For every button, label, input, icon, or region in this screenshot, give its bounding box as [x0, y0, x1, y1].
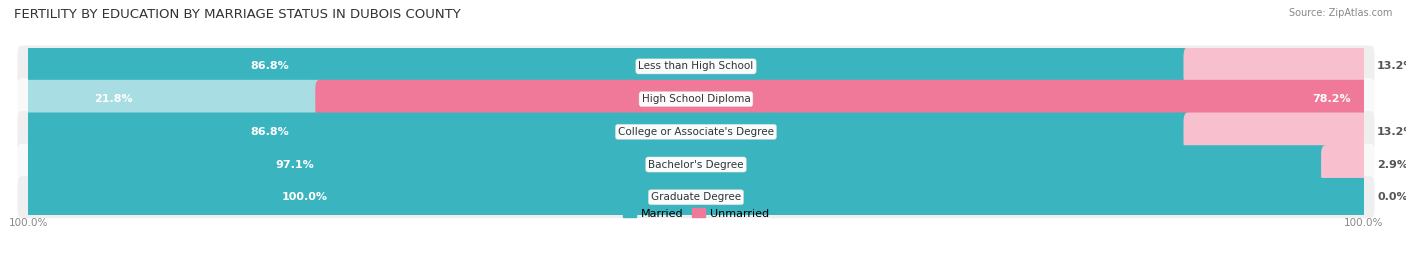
- FancyBboxPatch shape: [1184, 112, 1368, 151]
- FancyBboxPatch shape: [24, 80, 323, 118]
- FancyBboxPatch shape: [1184, 47, 1368, 86]
- Text: High School Diploma: High School Diploma: [641, 94, 751, 104]
- Text: FERTILITY BY EDUCATION BY MARRIAGE STATUS IN DUBOIS COUNTY: FERTILITY BY EDUCATION BY MARRIAGE STATU…: [14, 8, 461, 21]
- FancyBboxPatch shape: [17, 111, 1375, 153]
- Text: Graduate Degree: Graduate Degree: [651, 192, 741, 202]
- FancyBboxPatch shape: [17, 144, 1375, 185]
- Text: 13.2%: 13.2%: [1376, 61, 1406, 71]
- Legend: Married, Unmarried: Married, Unmarried: [619, 204, 773, 223]
- Text: 78.2%: 78.2%: [1312, 94, 1350, 104]
- Text: 21.8%: 21.8%: [94, 94, 132, 104]
- Text: Bachelor's Degree: Bachelor's Degree: [648, 160, 744, 169]
- Text: 97.1%: 97.1%: [276, 160, 314, 169]
- Text: 100.0%: 100.0%: [281, 192, 328, 202]
- FancyBboxPatch shape: [24, 112, 1191, 151]
- FancyBboxPatch shape: [315, 80, 1368, 118]
- FancyBboxPatch shape: [1322, 145, 1368, 184]
- Text: 86.8%: 86.8%: [250, 61, 288, 71]
- FancyBboxPatch shape: [17, 45, 1375, 87]
- Text: Source: ZipAtlas.com: Source: ZipAtlas.com: [1288, 8, 1392, 18]
- FancyBboxPatch shape: [17, 78, 1375, 120]
- Text: 13.2%: 13.2%: [1376, 127, 1406, 137]
- Text: Less than High School: Less than High School: [638, 61, 754, 71]
- Text: 2.9%: 2.9%: [1376, 160, 1406, 169]
- Text: 0.0%: 0.0%: [1376, 192, 1406, 202]
- FancyBboxPatch shape: [24, 47, 1191, 86]
- Text: 86.8%: 86.8%: [250, 127, 288, 137]
- FancyBboxPatch shape: [24, 145, 1329, 184]
- FancyBboxPatch shape: [24, 178, 1368, 217]
- Text: College or Associate's Degree: College or Associate's Degree: [619, 127, 773, 137]
- FancyBboxPatch shape: [17, 176, 1375, 218]
